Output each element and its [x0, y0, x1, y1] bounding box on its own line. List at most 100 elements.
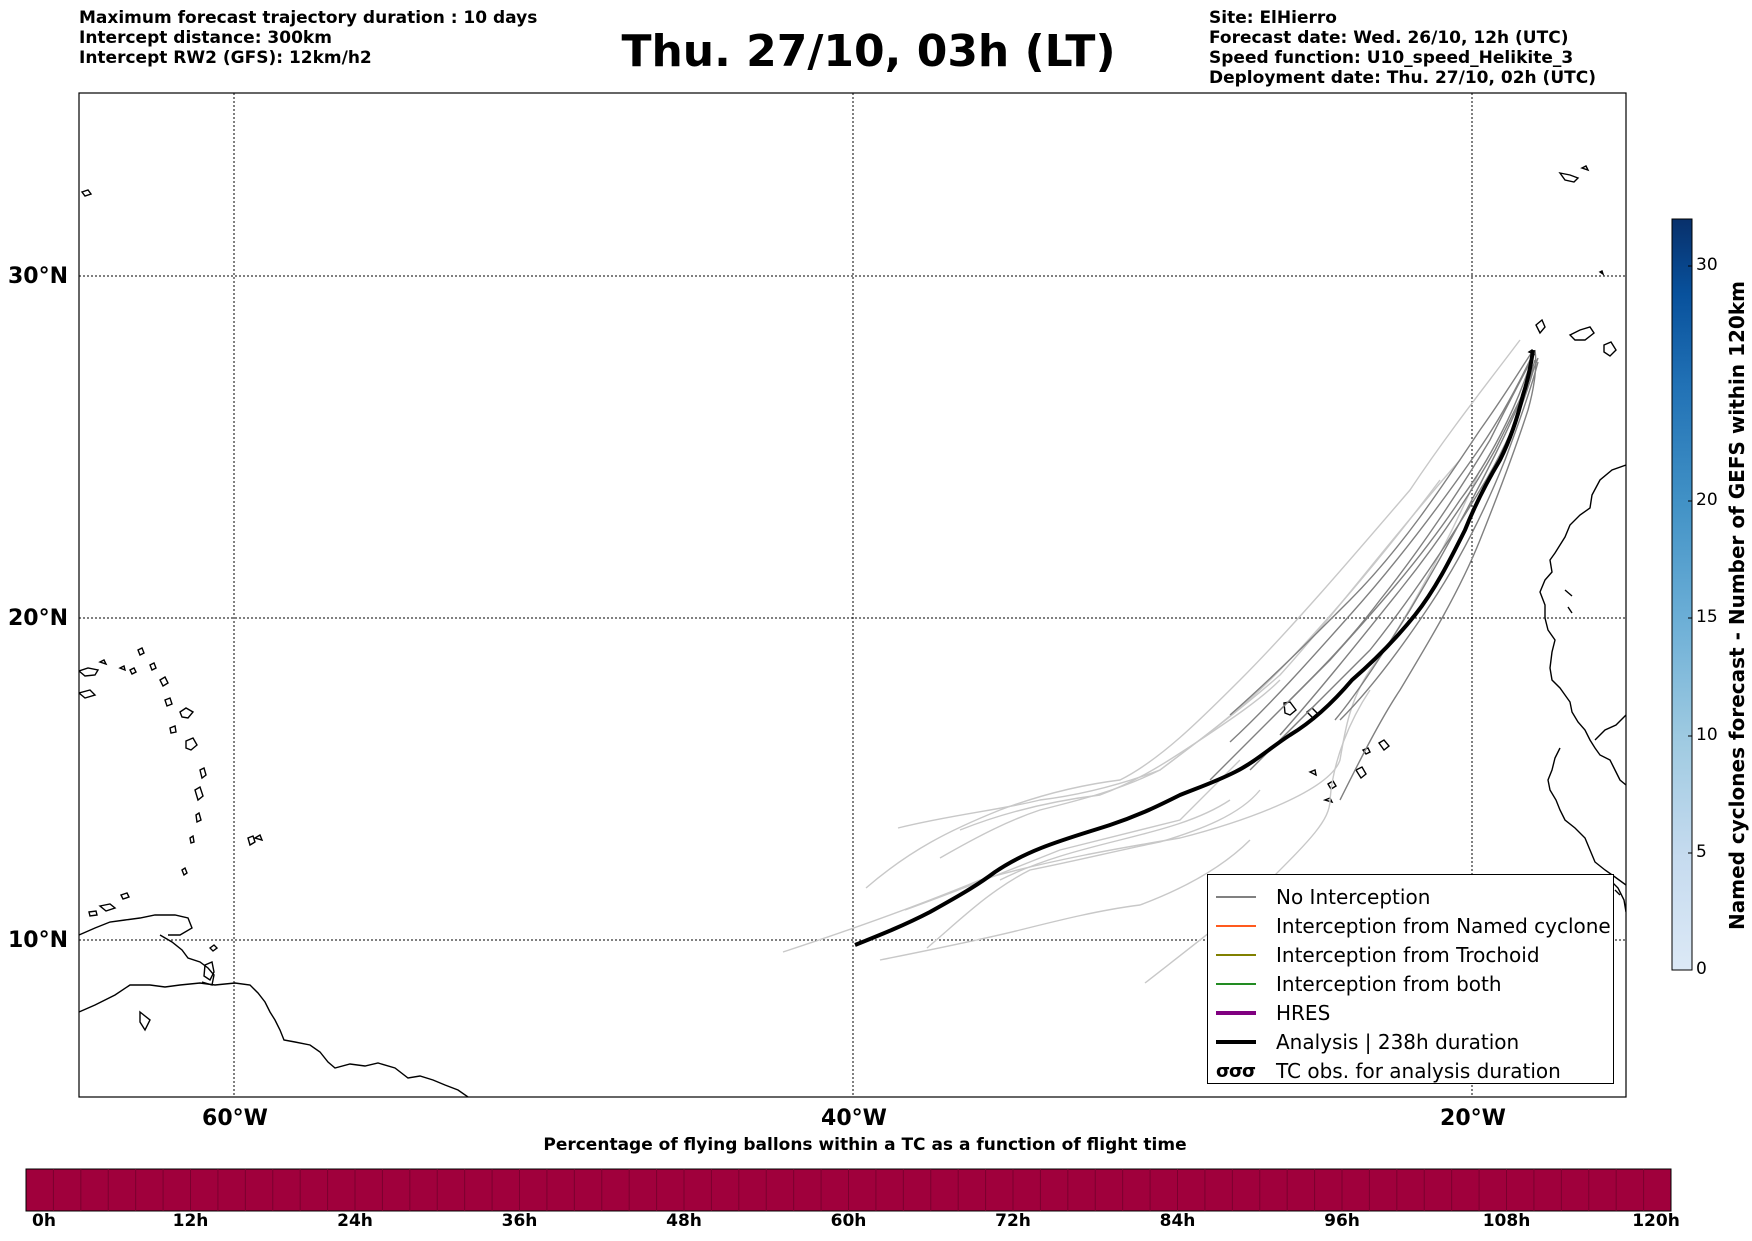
colorbar-bottom-tick: 12h [172, 1211, 209, 1231]
island-capeverde-1 [1305, 707, 1320, 719]
island-stlucia [195, 811, 202, 824]
legend-line-swatch [1216, 954, 1256, 956]
legend-item-analysis: Analysis | 238h duration [1208, 1028, 1519, 1056]
colorbar-bottom-tick: 108h [1482, 1211, 1531, 1231]
trajectory-grey-6 [1334, 359, 1536, 721]
trajectory-light-9 [959, 679, 1281, 831]
colorbar-bottom-segments [52, 1169, 1645, 1211]
lat-label-20n: 20°N [8, 606, 69, 631]
island-capeverde-2 [1377, 739, 1390, 752]
colorbar-bottom-tick: 24h [337, 1211, 373, 1231]
legend-item-tc-obs: σσσ TC obs. for analysis duration [1216, 1059, 1561, 1083]
colorbar-bottom-tick: 84h [1159, 1211, 1196, 1231]
lat-label-30n: 30°N [8, 264, 69, 289]
colorbar-tick: 20 [1696, 490, 1718, 510]
coast-south-america [79, 982, 469, 1097]
trajectory-grey-4 [1249, 367, 1535, 771]
island-guadeloupe [185, 737, 198, 751]
legend-item-named-cyclone: Interception from Named cyclone [1208, 912, 1611, 940]
coast-africa [1539, 464, 1626, 786]
trajectory-light-6 [879, 839, 1251, 961]
coast-africa-3 [1564, 589, 1573, 614]
trajectory-light-7 [904, 759, 1241, 911]
legend-item-both: Interception from both [1208, 970, 1502, 998]
islands-caribbean-north [80, 189, 264, 842]
forecast-date-text: Forecast date: Wed. 26/10, 12h (UTC) [1209, 28, 1569, 48]
islands-virgin [79, 659, 127, 677]
colorbar-bottom-tick: 48h [666, 1211, 702, 1231]
legend-item-no-interception: No Interception [1208, 883, 1430, 911]
island-martinique [194, 785, 204, 802]
colorbar-tick: 0 [1696, 959, 1707, 979]
island-canary-1 [1535, 318, 1546, 335]
colorbar-right-label: Named cyclones forecast - Number of GEFS… [1725, 281, 1749, 930]
island-pr [79, 689, 97, 699]
legend: No Interception Interception from Named … [1207, 874, 1614, 1084]
colorbar-tick: 5 [1696, 842, 1707, 862]
colorbar-right-ticks [1688, 265, 1692, 971]
header-right: Site: ElHierro Forecast date: Wed. 26/10… [1209, 8, 1596, 88]
island-stvincent [189, 834, 195, 844]
legend-line-swatch [1216, 1040, 1256, 1044]
islands-leeward [129, 647, 195, 719]
colorbar-tick: 10 [1696, 725, 1718, 745]
trajectory-grey-9 [1339, 361, 1539, 721]
trajectory-grey-7 [1339, 349, 1537, 801]
intercept-distance-text: Intercept distance: 300km [79, 28, 332, 48]
legend-line-swatch [1216, 983, 1256, 985]
coast-venezuela-islands [79, 914, 193, 936]
page-title: Thu. 27/10, 03h (LT) [621, 26, 1116, 77]
island-grenada [181, 866, 188, 877]
island-trinidad [203, 961, 215, 982]
lon-label-60w: 60°W [202, 1106, 268, 1131]
trajectory-light-2 [865, 339, 1521, 889]
legend-item-trochoid: Interception from Trochoid [1208, 941, 1540, 969]
island-curacao [88, 892, 130, 917]
legend-line-swatch [1216, 896, 1256, 898]
island-small-1 [1598, 270, 1605, 276]
colorbar-bottom-tick: 96h [1324, 1211, 1360, 1231]
island-barbados [247, 835, 256, 847]
coast-trinidad [159, 934, 215, 986]
colorbar-bottom-tick: 120h [1632, 1211, 1680, 1231]
lon-label-20w: 20°W [1440, 1106, 1506, 1131]
trajectory-grey-8 [1279, 357, 1539, 736]
colorbar-bottom [25, 1168, 1672, 1212]
header-left: Maximum forecast trajectory duration : 1… [79, 8, 537, 68]
island-capeverde-4 [1327, 780, 1337, 790]
island-madeira [1558, 165, 1590, 183]
speed-function-text: Speed function: U10_speed_Helikite_3 [1209, 48, 1574, 68]
colorbar-bottom-tick: 60h [830, 1211, 867, 1231]
legend-line-swatch [1216, 1011, 1256, 1015]
intercept-rw2-text: Intercept RW2 (GFS): 12km/h2 [79, 48, 372, 68]
trajectory-grey-5 [1289, 354, 1535, 701]
trajectory-light-10 [999, 799, 1231, 881]
colorbar-tick: 15 [1696, 607, 1718, 627]
lon-label-40w: 40°W [821, 1106, 887, 1131]
trajectory-light-4 [939, 459, 1461, 859]
site-text: Site: ElHierro [1209, 8, 1337, 28]
cyclone-symbol-icon: σσσ [1216, 1060, 1256, 1082]
island-canary-2 [1568, 326, 1595, 341]
coast-guyana-delta [139, 1010, 151, 1032]
max-duration-text: Maximum forecast trajectory duration : 1… [79, 8, 538, 28]
island-canary-3 [1603, 341, 1617, 357]
trajectory-light-3 [897, 479, 1441, 829]
legend-line-swatch [1216, 925, 1256, 927]
island-canary-4 [1527, 348, 1536, 356]
island-capeverde-6 [1308, 769, 1334, 804]
analysis-trajectory [854, 349, 1535, 947]
trajectory-grey-1 [1229, 351, 1533, 716]
island-capeverde-5 [1361, 747, 1371, 755]
islands-capeverde-7 [1283, 701, 1297, 716]
lat-label-10n: 10°N [8, 928, 69, 953]
colorbar-bottom-tick: 36h [501, 1211, 538, 1231]
colorbar-bottom-tick: 72h [995, 1211, 1031, 1231]
deployment-date-text: Deployment date: Thu. 27/10, 02h (UTC) [1209, 68, 1596, 88]
island-capeverde-3 [1354, 766, 1367, 780]
colorbar-bottom-tick: 0h [32, 1211, 56, 1231]
coast-africa-2 [1547, 714, 1626, 886]
colorbar-bottom-title: Percentage of flying ballons within a TC… [543, 1135, 1187, 1155]
trajectory-grey-3 [1209, 364, 1531, 781]
trajectory-grey-2 [1229, 359, 1531, 743]
